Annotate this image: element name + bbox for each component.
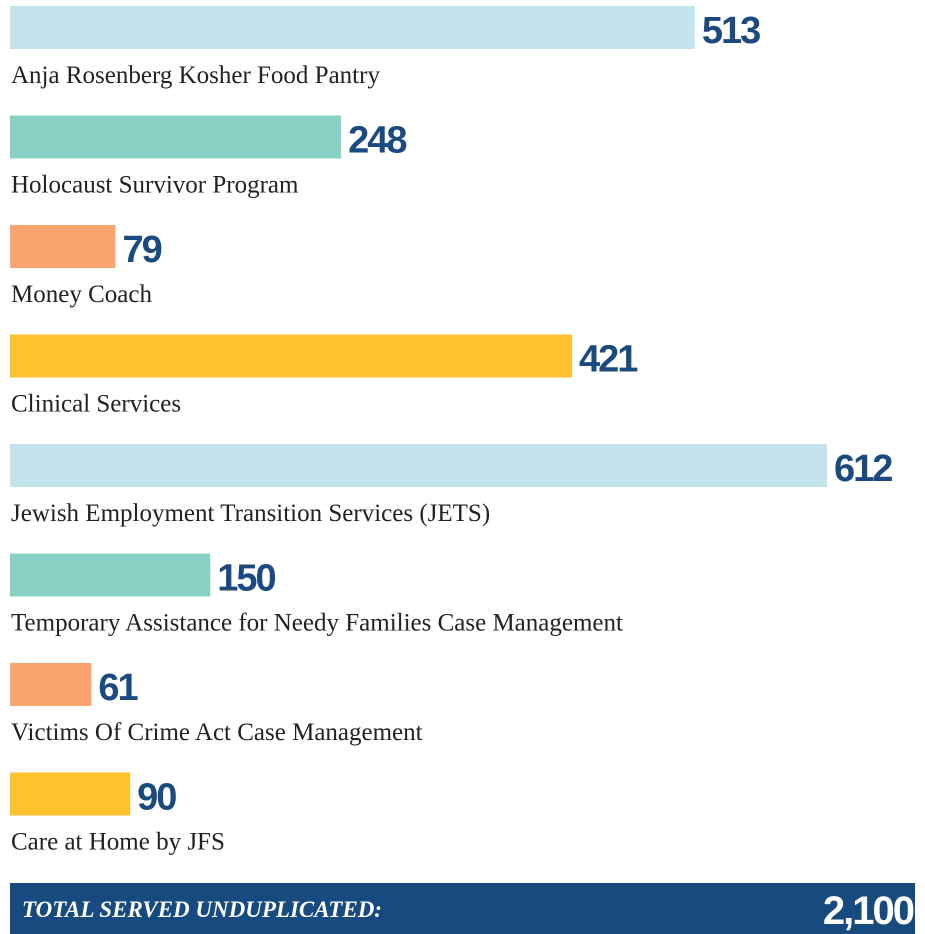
bar — [10, 444, 827, 487]
bar — [10, 334, 573, 378]
value-label: 612 — [834, 448, 892, 490]
bar — [10, 115, 342, 159]
value-label: 79 — [122, 229, 161, 271]
value-label: 248 — [348, 120, 406, 162]
bar — [10, 772, 131, 816]
bar — [10, 663, 92, 706]
bar — [10, 6, 695, 49]
category-label: Temporary Assistance for Needy Families … — [11, 610, 623, 637]
value-label: 421 — [579, 339, 638, 381]
value-label: 513 — [702, 10, 760, 52]
total-label: TOTAL SERVED UNDUPLICATED: — [22, 897, 382, 922]
category-label: Anja Rosenberg Kosher Food Pantry — [11, 62, 380, 89]
category-label: Clinical Services — [11, 391, 181, 418]
value-label: 90 — [137, 777, 176, 819]
total-value: 2,100 — [823, 889, 914, 933]
total-banner — [10, 883, 915, 934]
category-label: Holocaust Survivor Program — [11, 172, 299, 199]
category-label: Victims Of Crime Act Case Management — [11, 719, 423, 746]
value-label: 61 — [98, 667, 138, 709]
value-label: 150 — [217, 558, 275, 600]
category-label: Care at Home by JFS — [11, 829, 225, 856]
bar — [10, 553, 211, 597]
bar — [10, 225, 116, 268]
category-label: Money Coach — [11, 281, 152, 308]
category-label: Jewish Employment Transition Services (J… — [11, 500, 490, 527]
